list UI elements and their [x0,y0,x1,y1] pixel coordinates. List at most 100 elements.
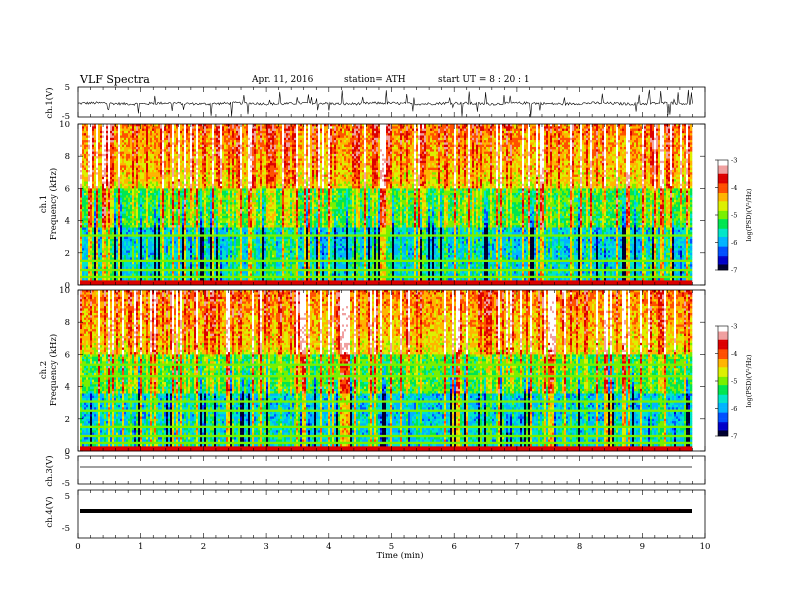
spectrogram-cell [388,131,390,134]
spectrogram-cell [590,133,592,136]
spectrogram-cell [378,131,380,134]
spectrogram-cell [338,129,340,132]
spectrogram-cell [82,131,84,134]
spectrogram-cell [550,133,552,136]
spectrogram-cell [98,129,100,132]
spectrogram-cell [612,129,614,132]
spectrogram-cell [564,133,566,136]
spectrogram-cell [226,131,228,134]
spectrogram-cell [614,131,616,134]
spectrogram-cell [362,131,364,134]
spectrogram-cell [190,138,192,141]
spectrogram-cell [166,136,168,139]
spectrogram-cell [106,136,108,139]
spectrogram-cell [114,138,116,141]
spectrogram-cell [602,126,604,129]
spectrogram-cell [220,126,222,129]
spectrogram-cell [376,133,378,136]
spectrogram-cell [84,131,86,134]
spectrogram-cell [274,133,276,136]
spectrogram-cell [622,136,624,139]
spectrogram-cell [100,126,102,129]
spectrogram-cell [420,131,422,134]
spectrogram-cell [254,133,256,136]
spectrogram-cell [558,129,560,132]
spectrogram-cell [672,129,674,132]
spectrogram-cell [384,129,386,132]
spectrogram-cell [228,133,230,136]
spectrogram-cell [382,131,384,134]
spectrogram-cell [440,133,442,136]
spectrogram-cell [636,133,638,136]
spectrogram-cell [144,126,146,129]
spectrogram-cell [688,126,690,129]
spectrogram-cell [356,131,358,134]
spectrogram-cell [312,136,314,139]
spectrogram-cell [686,126,688,129]
spectrogram-cell [610,136,612,139]
spectrogram-cell [220,136,222,139]
spectrogram-cell [330,133,332,136]
spectrogram-cell [562,129,564,132]
spectrogram-cell [454,131,456,134]
spectrogram-cell [286,129,288,132]
spectrogram-cell [284,136,286,139]
spectrogram-cell [518,126,520,129]
spectrogram-cell [262,133,264,136]
spectrogram-cell [656,126,658,129]
spectrogram-cell [108,129,110,132]
spectrogram-cell [606,129,608,132]
spectrogram-cell [500,133,502,136]
spectrogram-cell [198,133,200,136]
spectrogram-cell [684,126,686,129]
spectrogram-cell [168,126,170,129]
spectrogram-cell [420,129,422,132]
spectrogram-cell [138,129,140,132]
spectrogram-cell [650,129,652,132]
spectrogram-cell [346,136,348,139]
spectrogram-cell [640,126,642,129]
spectrogram-cell [444,131,446,134]
spectrogram-cell [546,136,548,139]
spectrogram-cell [170,131,172,134]
spectrogram-cell [510,131,512,134]
spectrogram-cell [444,129,446,132]
spectrogram-cell [444,133,446,136]
spectrogram-cell [236,133,238,136]
spectrogram-cell [480,126,482,129]
spectrogram-cell [414,133,416,136]
spectrogram-cell [120,133,122,136]
spectrogram-cell [512,136,514,139]
spectrogram-cell [266,133,268,136]
spectrogram-cell [410,136,412,139]
spectrogram-cell [596,126,598,129]
spectrogram-cell [262,129,264,132]
spectrogram-cell [488,133,490,136]
spectrogram-cell [418,129,420,132]
spectrogram-cell [472,126,474,129]
spectrogram-cell [654,133,656,136]
spectrogram-cell [100,129,102,132]
spectrogram-cell [384,133,386,136]
spectrogram-cell [394,133,396,136]
spectrogram-cell [566,129,568,132]
spectrogram-cell [258,129,260,132]
spectrogram-cell [152,136,154,139]
spectrogram-cell [340,129,342,132]
spectrogram-cell [310,126,312,129]
spectrogram-cell [506,126,508,129]
spectrogram-cell [664,133,666,136]
spectrogram-cell [132,138,134,141]
spectrogram-cell [156,133,158,136]
spectrogram-cell [140,131,142,134]
spectrogram-cell [426,136,428,139]
spectrogram-cell [514,133,516,136]
spectrogram-cell [240,136,242,139]
spectrogram-cell [290,131,292,134]
spectrogram-cell [420,126,422,129]
spectrogram-cell [326,126,328,129]
spectrogram-cell [352,133,354,136]
spectrogram-cell [362,136,364,139]
spectrogram-cell [112,133,114,136]
spectrogram-cell [420,133,422,136]
